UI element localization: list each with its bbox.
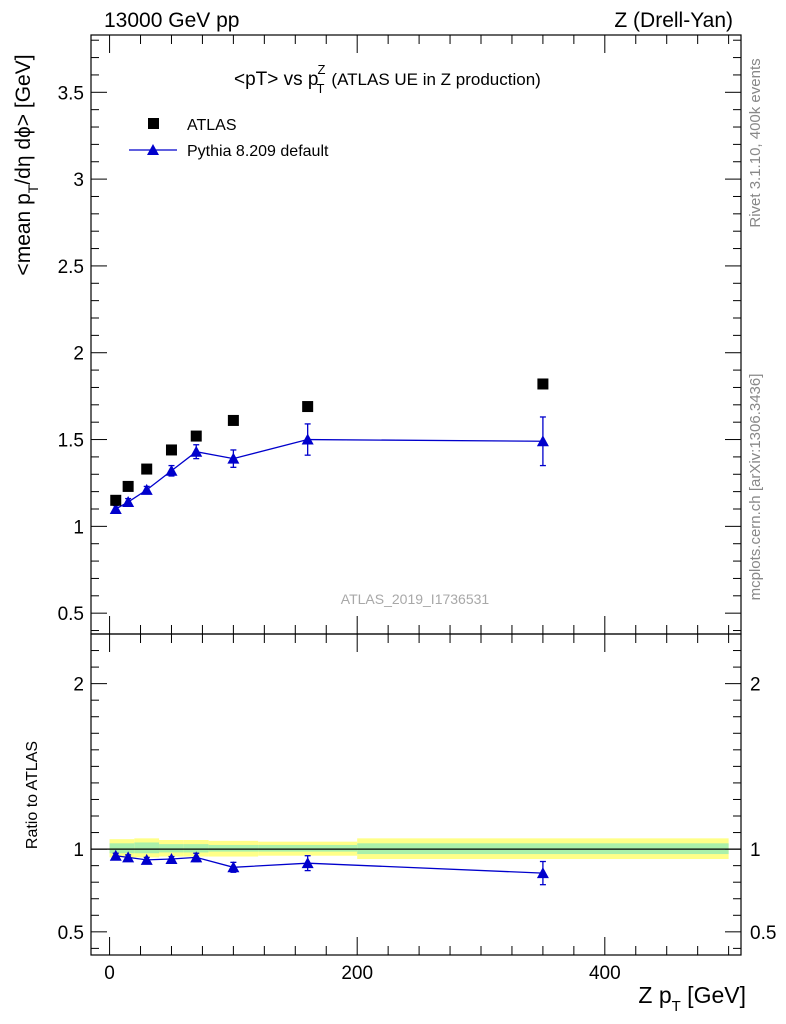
ratio-point: [165, 853, 178, 865]
atlas-point: [227, 414, 239, 426]
ratio-y-tick-label: 0.5: [58, 923, 84, 944]
ratio-point: [109, 849, 122, 861]
ratio-y-tick-label: 1: [73, 840, 84, 861]
title-suffix: (ATLAS UE in Z production): [331, 70, 540, 89]
ratio-y-tick-label: 2: [73, 675, 84, 696]
ylabel-part-b: /dη dϕ> [GeV]: [12, 54, 35, 184]
pythia-point: [165, 464, 178, 476]
main-y-tick-label: 1: [73, 517, 84, 538]
xlabel-subscript: T: [672, 998, 681, 1015]
legend: ATLAS Pythia 8.209 default: [129, 117, 329, 160]
ratio-y-tick-label-right: 0.5: [750, 923, 776, 944]
pythia-point: [122, 496, 135, 508]
ratio-panel-data: [109, 849, 549, 886]
main-panel-title: <pT> vs pZ T (ATLAS UE in Z production): [234, 62, 541, 96]
ratio-band-green: [134, 842, 160, 854]
atlas-point: [302, 401, 314, 413]
title-main-text: <pT> vs p: [234, 69, 319, 90]
ratio-point: [190, 851, 203, 863]
atlas-point: [122, 480, 134, 492]
atlas-point: [537, 378, 549, 390]
pythia-point: [140, 483, 153, 495]
ratio-band-green: [109, 843, 135, 854]
ratio-band-green: [208, 844, 259, 852]
pythia-point: [227, 452, 240, 464]
main-panel-data: [109, 378, 549, 514]
ratio-y-axis-label: Ratio to ATLAS: [24, 741, 41, 849]
header-process: Z (Drell-Yan): [614, 9, 733, 32]
ratio-band-green: [258, 844, 358, 852]
legend-atlas-marker: [148, 118, 159, 129]
ylabel-part-a: <mean p: [12, 193, 35, 275]
ratio-band-green: [159, 844, 184, 853]
atlas-point: [165, 444, 177, 456]
pythia-point: [536, 435, 549, 447]
pythia-point: [190, 445, 203, 457]
ratio-point: [536, 867, 549, 879]
main-y-tick-label: 2: [73, 344, 84, 365]
atlas-point: [190, 430, 202, 442]
xlabel-part-a: Z p: [638, 982, 671, 1008]
pythia-point: [301, 433, 314, 445]
xlabel-part-b: [GeV]: [681, 982, 746, 1008]
main-y-tick-label: 2.5: [58, 257, 84, 278]
main-y-tick-label: 1.5: [58, 431, 84, 452]
title-subscript: T: [316, 81, 324, 96]
atlas-point: [110, 494, 122, 506]
title-superscript: Z: [318, 62, 326, 77]
ratio-point: [301, 857, 314, 869]
main-y-tick-label: 0.5: [58, 604, 84, 625]
ratio-band-green: [183, 844, 209, 853]
ratio-y-tick-label-right: 1: [750, 840, 761, 861]
ratio-point: [227, 861, 240, 873]
ylabel-subscript: T: [25, 184, 41, 193]
x-axis-label: Z pT [GeV]: [638, 982, 746, 1015]
x-tick-label: 400: [589, 963, 621, 984]
svg-text:<mean pT/dη dϕ> [GeV]: <mean pT/dη dϕ> [GeV]: [12, 54, 41, 275]
rivet-version-label: Rivet 3.1.10, 400k events: [747, 58, 764, 227]
legend-atlas-label: ATLAS: [187, 117, 237, 134]
ratio-panel-frame: [90, 633, 742, 956]
x-tick-label: 0: [104, 963, 115, 984]
header-collision-energy: 13000 GeV pp: [104, 9, 239, 32]
axes-and-ticks: 0.5 1 1.5 2 2.5 3 3.5 0.5 0.5 1 1 2 2 0 200 400: [58, 34, 776, 984]
legend-pythia-label: Pythia 8.209 default: [187, 143, 329, 160]
main-y-tick-label: 3.5: [58, 83, 84, 104]
mcplots-reference-label: mcplots.cern.ch [arXiv:1306.3436]: [747, 374, 764, 601]
main-y-axis-label: <mean pT/dη dϕ> [GeV]: [12, 54, 41, 275]
main-y-tick-label: 3: [73, 170, 84, 191]
pythia-point: [109, 502, 122, 514]
pythia-series-line: [115, 438, 543, 510]
atlas-point: [141, 463, 153, 475]
analysis-id-watermark: ATLAS_2019_I1736531: [341, 591, 490, 607]
legend-pythia-marker: [147, 144, 159, 155]
ratio-y-tick-label-right: 2: [750, 675, 761, 696]
x-tick-label: 200: [341, 963, 373, 984]
ratio-point: [140, 853, 153, 865]
ratio-point: [122, 851, 135, 863]
